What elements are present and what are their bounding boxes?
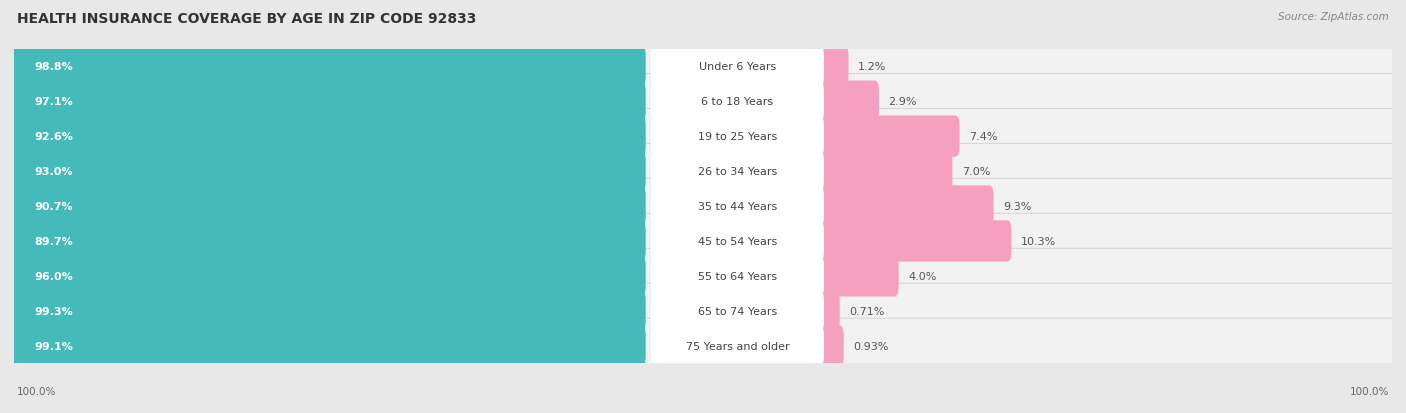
FancyBboxPatch shape [818, 256, 898, 297]
FancyBboxPatch shape [818, 46, 848, 88]
Text: 35 to 44 Years: 35 to 44 Years [697, 202, 778, 211]
Text: 96.0%: 96.0% [35, 271, 73, 281]
Text: 1.2%: 1.2% [858, 62, 887, 72]
FancyBboxPatch shape [651, 47, 824, 87]
FancyBboxPatch shape [8, 214, 1398, 269]
Text: 55 to 64 Years: 55 to 64 Years [697, 271, 778, 281]
Text: 98.8%: 98.8% [35, 62, 73, 72]
Text: 0.93%: 0.93% [853, 341, 889, 351]
Text: 75 Years and older: 75 Years and older [686, 341, 789, 351]
Text: 7.4%: 7.4% [969, 132, 998, 142]
Text: 4.0%: 4.0% [908, 271, 936, 281]
Text: 97.1%: 97.1% [35, 97, 73, 107]
FancyBboxPatch shape [651, 152, 824, 192]
FancyBboxPatch shape [651, 326, 824, 366]
Text: 19 to 25 Years: 19 to 25 Years [697, 132, 778, 142]
Text: 9.3%: 9.3% [1004, 202, 1032, 211]
Text: 90.7%: 90.7% [35, 202, 73, 211]
FancyBboxPatch shape [8, 179, 1398, 234]
FancyBboxPatch shape [8, 144, 1398, 199]
Text: 99.3%: 99.3% [35, 306, 73, 316]
FancyBboxPatch shape [10, 221, 645, 262]
FancyBboxPatch shape [818, 151, 952, 192]
FancyBboxPatch shape [651, 291, 824, 331]
Text: 89.7%: 89.7% [35, 236, 73, 247]
FancyBboxPatch shape [818, 186, 994, 227]
Text: 26 to 34 Years: 26 to 34 Years [697, 166, 778, 177]
Text: 10.3%: 10.3% [1021, 236, 1056, 247]
FancyBboxPatch shape [8, 284, 1398, 339]
FancyBboxPatch shape [651, 221, 824, 261]
FancyBboxPatch shape [10, 151, 645, 192]
Text: 93.0%: 93.0% [35, 166, 73, 177]
Text: 0.71%: 0.71% [849, 306, 884, 316]
FancyBboxPatch shape [8, 109, 1398, 164]
Text: 92.6%: 92.6% [35, 132, 73, 142]
FancyBboxPatch shape [10, 186, 645, 227]
FancyBboxPatch shape [818, 325, 844, 367]
FancyBboxPatch shape [818, 291, 839, 332]
FancyBboxPatch shape [10, 256, 645, 297]
Text: 99.1%: 99.1% [35, 341, 73, 351]
Text: 100.0%: 100.0% [17, 387, 56, 396]
FancyBboxPatch shape [8, 249, 1398, 304]
Text: 100.0%: 100.0% [1350, 387, 1389, 396]
FancyBboxPatch shape [10, 116, 645, 157]
Text: 6 to 18 Years: 6 to 18 Years [702, 97, 773, 107]
FancyBboxPatch shape [651, 256, 824, 296]
Text: 65 to 74 Years: 65 to 74 Years [697, 306, 778, 316]
Text: Under 6 Years: Under 6 Years [699, 62, 776, 72]
FancyBboxPatch shape [818, 221, 1011, 262]
FancyBboxPatch shape [8, 318, 1398, 373]
FancyBboxPatch shape [8, 74, 1398, 129]
FancyBboxPatch shape [818, 116, 959, 157]
Text: Source: ZipAtlas.com: Source: ZipAtlas.com [1278, 12, 1389, 22]
Text: 45 to 54 Years: 45 to 54 Years [697, 236, 778, 247]
Text: 7.0%: 7.0% [962, 166, 990, 177]
FancyBboxPatch shape [651, 82, 824, 122]
FancyBboxPatch shape [8, 40, 1398, 95]
Text: HEALTH INSURANCE COVERAGE BY AGE IN ZIP CODE 92833: HEALTH INSURANCE COVERAGE BY AGE IN ZIP … [17, 12, 477, 26]
FancyBboxPatch shape [10, 46, 645, 88]
FancyBboxPatch shape [818, 81, 879, 122]
FancyBboxPatch shape [651, 187, 824, 226]
FancyBboxPatch shape [651, 117, 824, 157]
FancyBboxPatch shape [10, 291, 645, 332]
FancyBboxPatch shape [10, 325, 645, 367]
FancyBboxPatch shape [10, 81, 645, 122]
Text: 2.9%: 2.9% [889, 97, 917, 107]
